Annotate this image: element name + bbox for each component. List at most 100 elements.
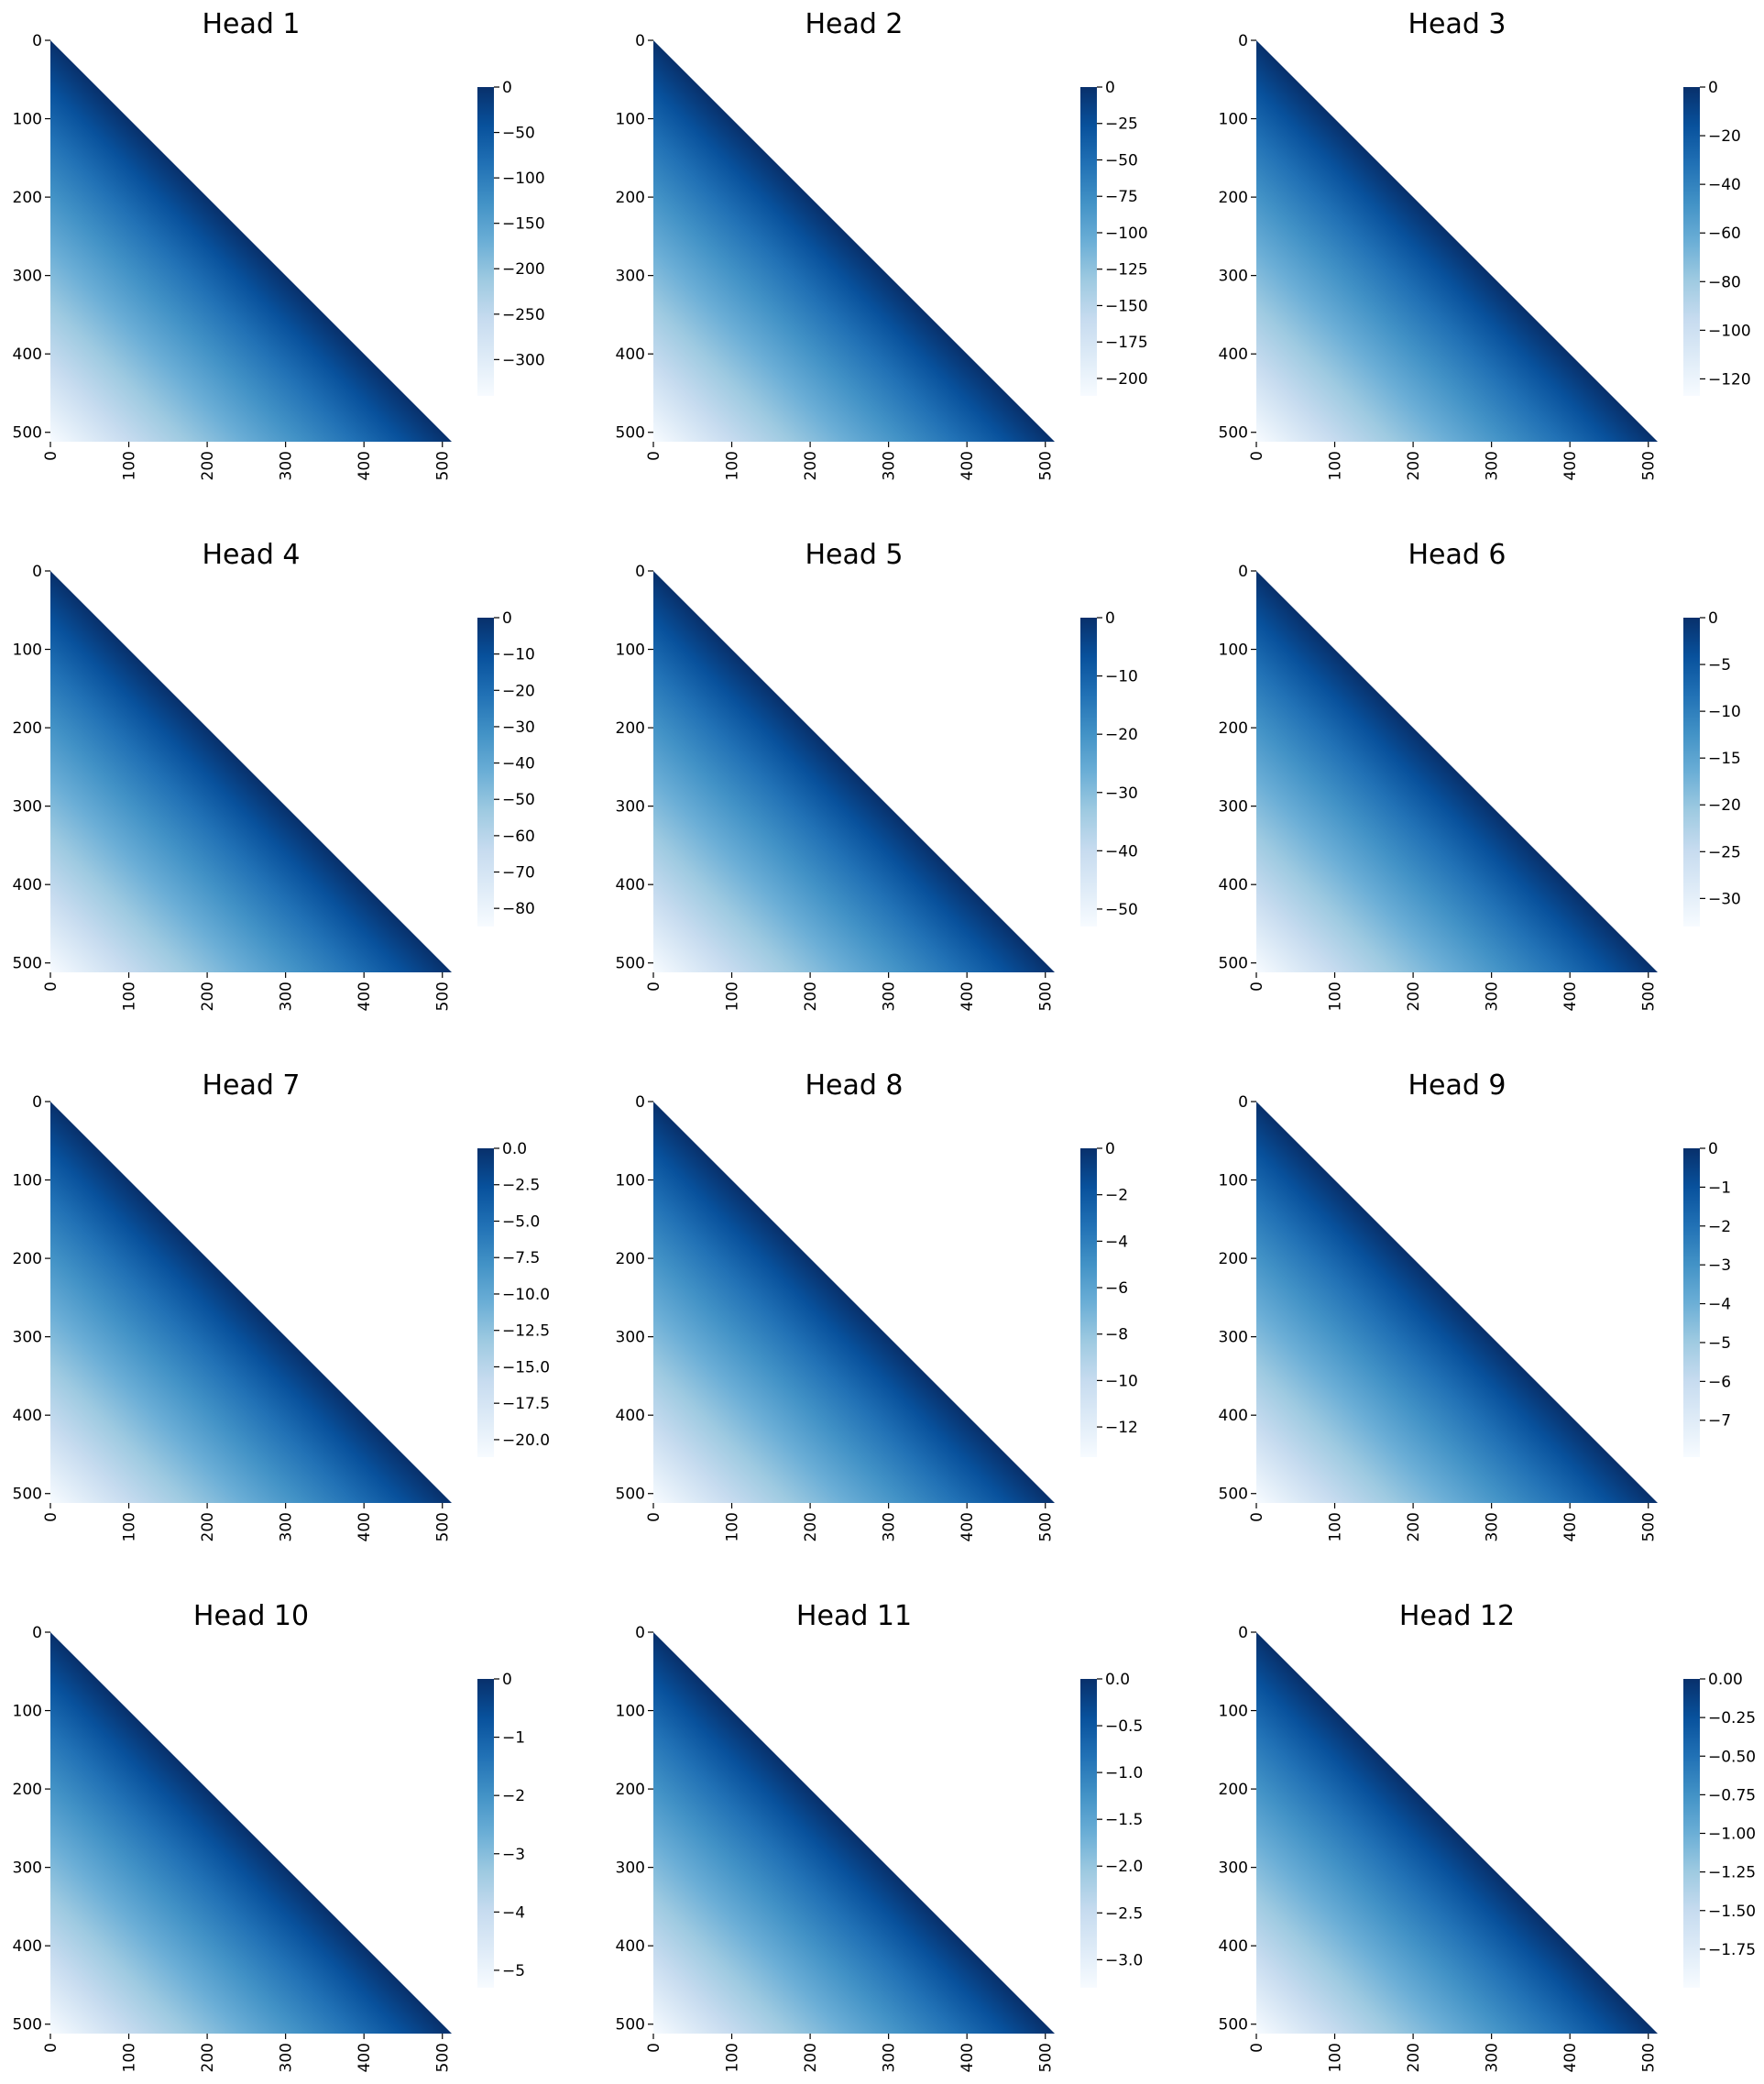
colorbar-tick-label: 0 [1708,609,1718,628]
colorbar-tick-label: −5.0 [502,1212,540,1231]
colorbar-tick-label: −120 [1708,370,1751,389]
x-tick-label: 200 [199,1512,217,1541]
x-tick-label: 400 [959,2043,977,2072]
colorbar-tick-label: −3 [1708,1256,1731,1275]
y-tick-label: 200 [1219,1781,1248,1799]
colorbar-tick-label: 0.0 [502,1140,527,1158]
x-tick-label: 400 [1561,2043,1580,2072]
y-tick-label: 0 [32,1093,42,1112]
colorbar-tick-label: 0 [502,609,512,628]
y-tick-label: 200 [13,1781,42,1799]
x-tick-label: 300 [278,982,296,1011]
colorbar [477,87,494,396]
colorbar-tick-label: −4 [1708,1296,1731,1314]
y-tick-label: 500 [1219,424,1248,443]
y-tick-label: 0 [32,563,42,581]
y-tick-label: 500 [616,955,645,973]
x-tick-label: 300 [1484,982,1502,1011]
heatmap-triangle [1256,1102,1658,1503]
colorbar-tick-label: −10 [1105,668,1138,686]
x-tick-label: 100 [724,2043,742,2072]
y-tick-label: 0 [1238,1093,1248,1112]
y-tick-label: 100 [1219,1172,1248,1190]
colorbar-tick-label: −5 [502,1962,525,1980]
colorbar-tick-label: 0 [1708,1140,1718,1158]
x-tick-label: 500 [1037,2043,1056,2072]
colorbar-tick-label: −6 [1105,1279,1128,1298]
colorbar-tick-label: −20 [1105,726,1138,744]
colorbar-tick-label: −10.0 [502,1286,550,1304]
panel-title: Head 11 [796,1600,912,1632]
colorbar [477,1148,494,1457]
colorbar-tick-label: 0 [502,1671,512,1689]
colorbar-tick-label: −0.5 [1105,1717,1143,1736]
y-tick-label: 300 [616,1329,645,1347]
x-tick-label: 100 [121,1512,139,1541]
x-tick-label: 200 [1405,2043,1423,2072]
y-tick-label: 200 [616,189,645,207]
y-tick-label: 500 [616,424,645,443]
y-tick-label: 100 [1219,1703,1248,1721]
colorbar [1683,1148,1700,1457]
y-tick-label: 100 [13,1703,42,1721]
colorbar-tick-label: 0 [1105,79,1115,97]
y-tick-label: 300 [616,1859,645,1878]
y-tick-label: 0 [1238,1624,1248,1642]
x-tick-label: 0 [645,2043,663,2053]
colorbar-tick-label: −75 [1105,188,1138,206]
colorbar-tick-label: −1 [502,1729,525,1748]
colorbar-tick-label: −20 [502,682,535,700]
x-tick-label: 300 [1484,1512,1502,1541]
colorbar [1080,1679,1097,1988]
colorbar-tick-label: −1.25 [1708,1864,1756,1882]
colorbar [477,618,494,927]
x-tick-label: 100 [1327,451,1345,480]
x-tick-label: 0 [1248,982,1266,992]
colorbar-tick-label: −3 [502,1846,525,1864]
colorbar-tick-label: −1 [1708,1179,1731,1197]
x-tick-label: 400 [356,1512,374,1541]
y-tick-label: 200 [616,1250,645,1268]
y-tick-label: 400 [616,1937,645,1956]
x-tick-label: 300 [278,451,296,480]
y-tick-label: 300 [13,1329,42,1347]
colorbar-tick-label: −175 [1105,334,1148,352]
colorbar-tick-label: −1.5 [1105,1811,1143,1829]
y-tick-label: 200 [616,1781,645,1799]
x-tick-label: 100 [724,451,742,480]
colorbar-tick-label: −4 [1105,1233,1128,1251]
colorbar [1080,1148,1097,1457]
colorbar-tick-label: −70 [502,864,535,883]
colorbar-tick-label: −2 [1105,1187,1128,1205]
heatmap-triangle [653,571,1055,972]
x-tick-label: 100 [724,1512,742,1541]
x-tick-label: 400 [959,451,977,480]
colorbar-tick-label: −40 [1708,176,1741,194]
panel-title: Head 12 [1399,1600,1515,1632]
colorbar-tick-label: −60 [502,828,535,846]
y-tick-label: 400 [13,1407,42,1425]
x-tick-label: 100 [1327,1512,1345,1541]
heatmap-triangle [653,1632,1055,2034]
colorbar-tick-label: −5 [1708,1334,1731,1353]
y-tick-label: 0 [32,32,42,50]
x-tick-label: 500 [1640,982,1659,1011]
colorbar-tick-label: −20 [1708,127,1741,146]
y-tick-label: 200 [1219,719,1248,738]
colorbar-tick-label: −25 [1708,843,1741,861]
colorbar-tick-label: −50 [1105,151,1138,170]
x-tick-label: 200 [199,2043,217,2072]
y-tick-label: 0 [635,1624,645,1642]
panel-title: Head 2 [805,8,903,40]
colorbar-tick-label: 0 [1708,79,1718,97]
y-tick-label: 400 [1219,1407,1248,1425]
colorbar-tick-label: −100 [502,170,545,188]
y-tick-label: 200 [13,719,42,738]
